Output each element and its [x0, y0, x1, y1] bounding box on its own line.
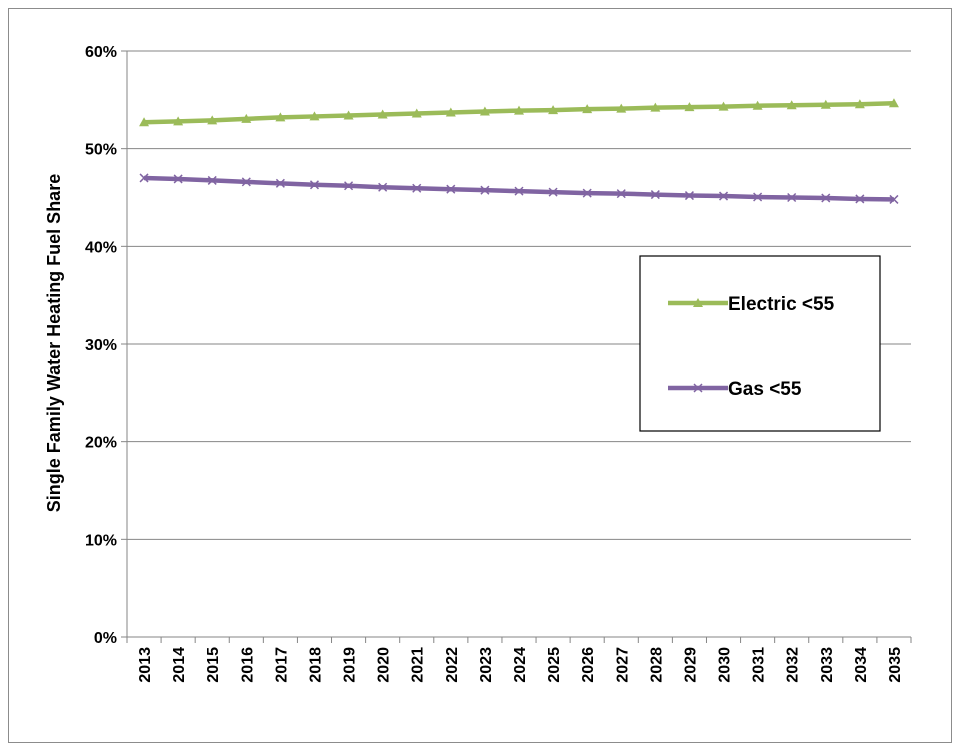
x-marker [684, 191, 694, 201]
x-tick-label: 2022 [444, 647, 461, 683]
series-line [143, 175, 894, 202]
x-marker [753, 192, 763, 202]
triangle-marker [684, 102, 695, 112]
y-tick-label: 60% [85, 44, 117, 61]
triangle-marker [275, 112, 286, 122]
triangle-marker [582, 104, 593, 114]
x-marker [855, 194, 865, 204]
triangle-marker [616, 103, 627, 113]
x-tick-label: 2013 [137, 647, 154, 683]
triangle-marker [445, 107, 456, 117]
series-gas-55 [139, 173, 899, 204]
x-marker [582, 188, 592, 198]
x-marker [344, 181, 354, 191]
legend-box [639, 255, 881, 432]
triangle-marker [479, 106, 490, 116]
y-axis-label: Single Family Water Heating Fuel Share [44, 174, 64, 512]
y-tick-label: 10% [85, 532, 117, 549]
x-tick-label: 2016 [239, 647, 256, 683]
x-tick-label: 2034 [853, 647, 870, 683]
y-tick-label: 20% [85, 435, 117, 452]
x-marker [241, 177, 251, 187]
x-tick-label: 2026 [580, 647, 597, 683]
triangle-marker [693, 298, 703, 307]
triangle-marker [820, 99, 831, 109]
x-tick-label: 2027 [614, 647, 631, 683]
x-marker [173, 174, 183, 184]
y-tick-label: 0% [94, 630, 117, 647]
x-tick-label: 2017 [273, 647, 290, 683]
triangle-marker [411, 108, 422, 118]
x-tick-label: 2021 [410, 647, 427, 683]
x-marker [787, 192, 797, 203]
x-marker [693, 383, 703, 393]
triangle-marker [888, 98, 899, 108]
x-marker [207, 175, 217, 185]
triangle-marker [514, 105, 524, 115]
x-marker [139, 173, 149, 183]
triangle-marker [377, 109, 388, 119]
x-tick-label: 2033 [819, 647, 836, 683]
x-tick-label: 2025 [546, 647, 563, 683]
x-marker [309, 180, 320, 190]
triangle-marker [786, 100, 797, 110]
x-tick-label: 2020 [376, 647, 393, 683]
x-marker [548, 187, 558, 197]
triangle-marker [241, 113, 252, 123]
axes: 0% 10% 20% 30% 40% 50% 60% 2013 2014 2015 2016 2017… [85, 44, 912, 683]
legend: Electric <55 Gas <55 [639, 255, 881, 432]
triangle-marker [207, 115, 218, 125]
x-tick-label: 2031 [751, 647, 768, 683]
x-marker [514, 186, 524, 196]
x-marker [480, 185, 490, 195]
x-tick-label: 2018 [307, 647, 324, 683]
triangle-marker [718, 101, 729, 111]
triangle-marker [752, 100, 763, 110]
triangle-marker [309, 111, 320, 121]
x-marker [275, 178, 285, 188]
y-tick-label: 50% [85, 142, 117, 159]
x-marker [650, 190, 660, 200]
triangle-marker [548, 105, 559, 115]
legend-label: Electric <55 [728, 294, 835, 315]
x-marker [718, 191, 729, 201]
y-tick-label: 40% [85, 239, 117, 256]
legend-item: Electric <55 [668, 294, 835, 315]
series-electric-55 [139, 98, 899, 127]
x-tick-label: 2023 [478, 647, 495, 683]
x-marker [889, 194, 899, 204]
x-tick-label: 2030 [717, 647, 734, 683]
x-tick-label: 2024 [512, 647, 529, 683]
gridlines [127, 50, 911, 540]
triangle-marker [173, 116, 184, 126]
triangle-marker [650, 102, 661, 112]
series-group [139, 98, 899, 204]
x-tick-label: 2029 [682, 647, 699, 683]
x-marker [378, 182, 388, 192]
triangle-marker [139, 117, 150, 127]
x-marker [412, 183, 422, 193]
y-tick-label: 30% [85, 337, 117, 354]
x-tick-label: 2028 [648, 647, 665, 683]
triangle-marker [854, 99, 865, 109]
x-tick-label: 2014 [171, 647, 188, 683]
legend-item: Gas <55 [668, 379, 802, 400]
x-tick-label: 2019 [342, 647, 359, 683]
x-tick-label: 2032 [785, 647, 802, 683]
x-tick-label: 2035 [887, 647, 904, 683]
x-marker [821, 193, 831, 203]
legend-label: Gas <55 [728, 379, 802, 400]
x-marker [446, 184, 456, 194]
x-marker [616, 189, 626, 199]
x-tick-label: 2015 [205, 647, 222, 683]
triangle-marker [343, 110, 354, 120]
